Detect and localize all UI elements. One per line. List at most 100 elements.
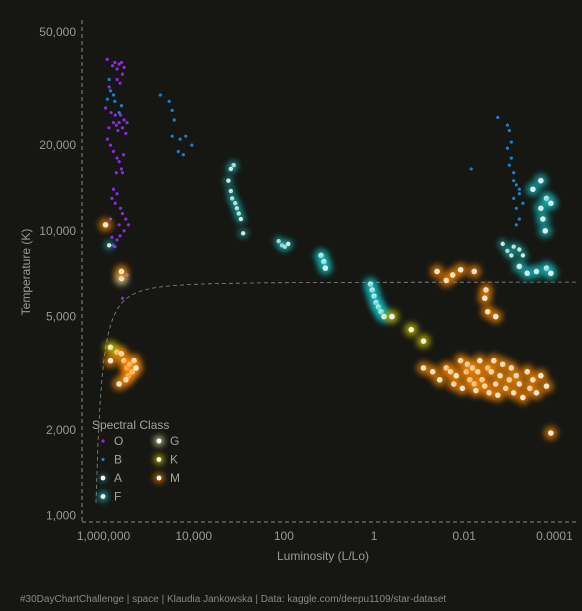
data-point <box>113 113 117 117</box>
data-point <box>113 201 117 205</box>
data-point <box>120 296 125 300</box>
data-point <box>491 357 497 364</box>
data-point <box>512 171 516 175</box>
data-point <box>483 287 489 293</box>
data-point <box>517 192 521 196</box>
data-point <box>107 77 111 82</box>
data-point <box>122 118 126 122</box>
reference-curve <box>95 281 578 503</box>
data-point <box>118 234 122 238</box>
data-point <box>117 111 121 115</box>
data-point <box>500 241 505 247</box>
series-F <box>314 174 558 324</box>
data-point <box>170 108 174 112</box>
data-point <box>108 143 113 147</box>
data-point <box>505 123 510 127</box>
data-point <box>105 57 109 61</box>
data-point <box>434 268 440 275</box>
data-point <box>502 385 509 392</box>
data-point <box>120 211 125 216</box>
data-point <box>524 270 531 277</box>
data-point <box>107 357 114 364</box>
data-point <box>548 270 554 277</box>
data-point <box>228 188 234 194</box>
data-point <box>521 201 525 205</box>
x-tick-labels: 1,000,000 10,000 100 1 0.01 0.0001 <box>77 529 573 543</box>
data-point <box>236 211 241 216</box>
data-point <box>496 115 500 120</box>
data-point <box>105 97 110 101</box>
data-point <box>457 266 464 273</box>
data-point <box>514 183 518 187</box>
data-point <box>107 85 111 89</box>
data-point <box>381 313 387 320</box>
data-point <box>118 113 123 117</box>
data-point <box>499 361 506 368</box>
data-point <box>420 365 427 371</box>
data-point <box>178 137 182 141</box>
data-point <box>453 372 460 379</box>
y-tick-labels: 50,000 20,000 10,000 5,000 2,000 1,000 <box>39 25 76 523</box>
data-point <box>122 229 126 233</box>
y-tick-label: 2,000 <box>46 423 76 437</box>
data-point <box>115 238 119 242</box>
data-point <box>477 357 483 364</box>
legend-label-M: M <box>170 471 180 485</box>
data-point <box>115 192 119 196</box>
legend-label-O: O <box>114 434 123 448</box>
data-point <box>115 77 119 82</box>
data-point <box>485 308 491 315</box>
data-point <box>240 231 246 236</box>
data-point <box>510 390 517 396</box>
data-point <box>509 156 513 160</box>
data-point <box>106 243 112 248</box>
data-point <box>540 216 546 222</box>
data-point <box>538 205 544 212</box>
data-point <box>511 244 516 249</box>
data-point <box>516 263 523 270</box>
series-A <box>104 160 528 260</box>
data-point <box>113 99 117 103</box>
data-point <box>436 376 443 383</box>
data-point <box>514 223 518 227</box>
data-point <box>509 253 514 258</box>
x-tick-label: 0.01 <box>453 529 477 543</box>
data-point <box>113 60 117 65</box>
data-point <box>509 140 513 144</box>
data-point <box>167 99 171 103</box>
data-point <box>530 186 536 193</box>
data-point <box>108 89 113 93</box>
y-tick-label: 50,000 <box>39 25 76 39</box>
data-point <box>473 387 479 394</box>
data-point <box>119 60 124 65</box>
data-point <box>105 137 110 141</box>
data-point <box>512 179 516 183</box>
data-point <box>420 338 427 344</box>
series-O <box>103 57 131 300</box>
data-point <box>115 67 119 71</box>
data-point <box>110 196 114 201</box>
legend-swatch-M <box>156 475 162 481</box>
y-tick-label: 5,000 <box>46 310 76 324</box>
data-point <box>459 385 466 392</box>
legend-label-G: G <box>170 434 179 448</box>
data-point <box>114 123 118 127</box>
data-point <box>488 368 495 375</box>
legend-label-A: A <box>114 471 122 485</box>
data-point <box>548 430 554 436</box>
data-point <box>538 177 544 184</box>
data-point <box>542 228 549 234</box>
data-point <box>120 126 125 130</box>
data-point <box>530 376 536 383</box>
x-tick-label: 0.0001 <box>536 529 573 543</box>
data-point <box>118 268 125 275</box>
x-tick-label: 1,000,000 <box>77 529 131 543</box>
data-point <box>533 268 540 275</box>
data-points <box>99 57 558 440</box>
data-point <box>133 365 139 371</box>
legend-swatch-A <box>100 475 106 481</box>
data-point <box>170 134 174 138</box>
data-point <box>492 313 499 320</box>
data-point <box>111 149 116 154</box>
